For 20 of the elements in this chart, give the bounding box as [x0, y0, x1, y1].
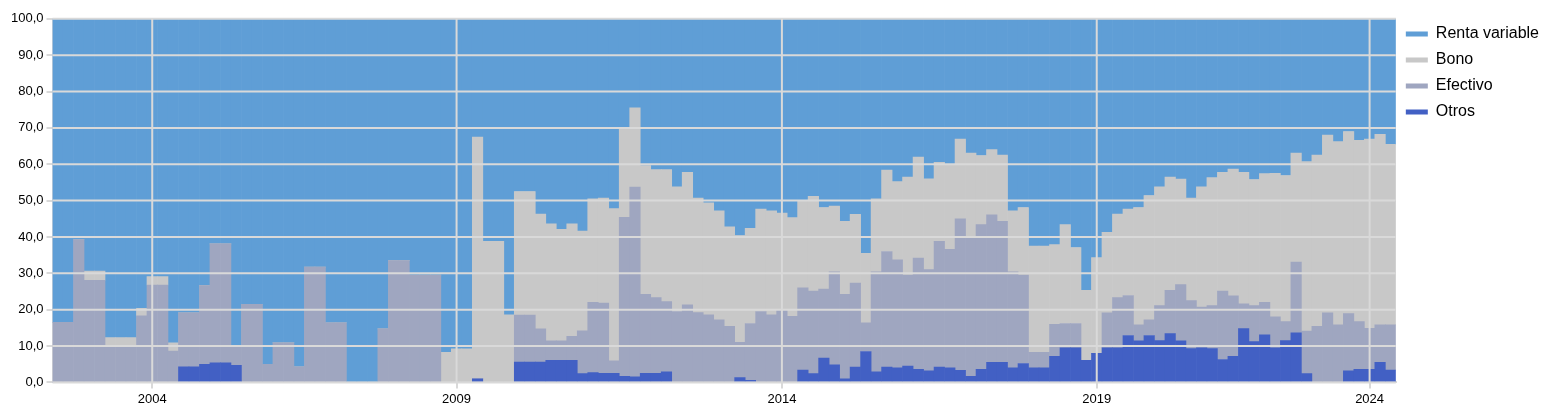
y-tick-label: 70,0	[18, 119, 44, 135]
y-tick-label: 20,0	[18, 301, 44, 317]
legend-label: Bono	[1435, 50, 1474, 68]
x-tick-label: 2014	[767, 390, 797, 406]
x-tick-label: 2024	[1355, 390, 1385, 406]
x-tick-label: 2009	[442, 390, 472, 406]
y-tick-label: 50,0	[18, 192, 44, 208]
y-tick-label: 30,0	[18, 264, 44, 280]
y-tick-label: 40,0	[18, 228, 44, 244]
y-tick-label: 60,0	[18, 155, 44, 171]
legend-label: Otros	[1435, 102, 1475, 120]
x-tick-label: 2019	[1082, 390, 1112, 406]
y-tick-label: 0,0	[25, 373, 44, 389]
y-tick-label: 10,0	[18, 337, 44, 353]
y-tick-label: 90,0	[18, 46, 44, 62]
legend-label: Efectivo	[1435, 76, 1493, 94]
x-tick-label: 2004	[137, 390, 167, 406]
legend-label: Renta variable	[1435, 24, 1540, 42]
y-tick-label: 80,0	[18, 83, 44, 99]
y-tick-label: 100,0	[10, 10, 44, 26]
